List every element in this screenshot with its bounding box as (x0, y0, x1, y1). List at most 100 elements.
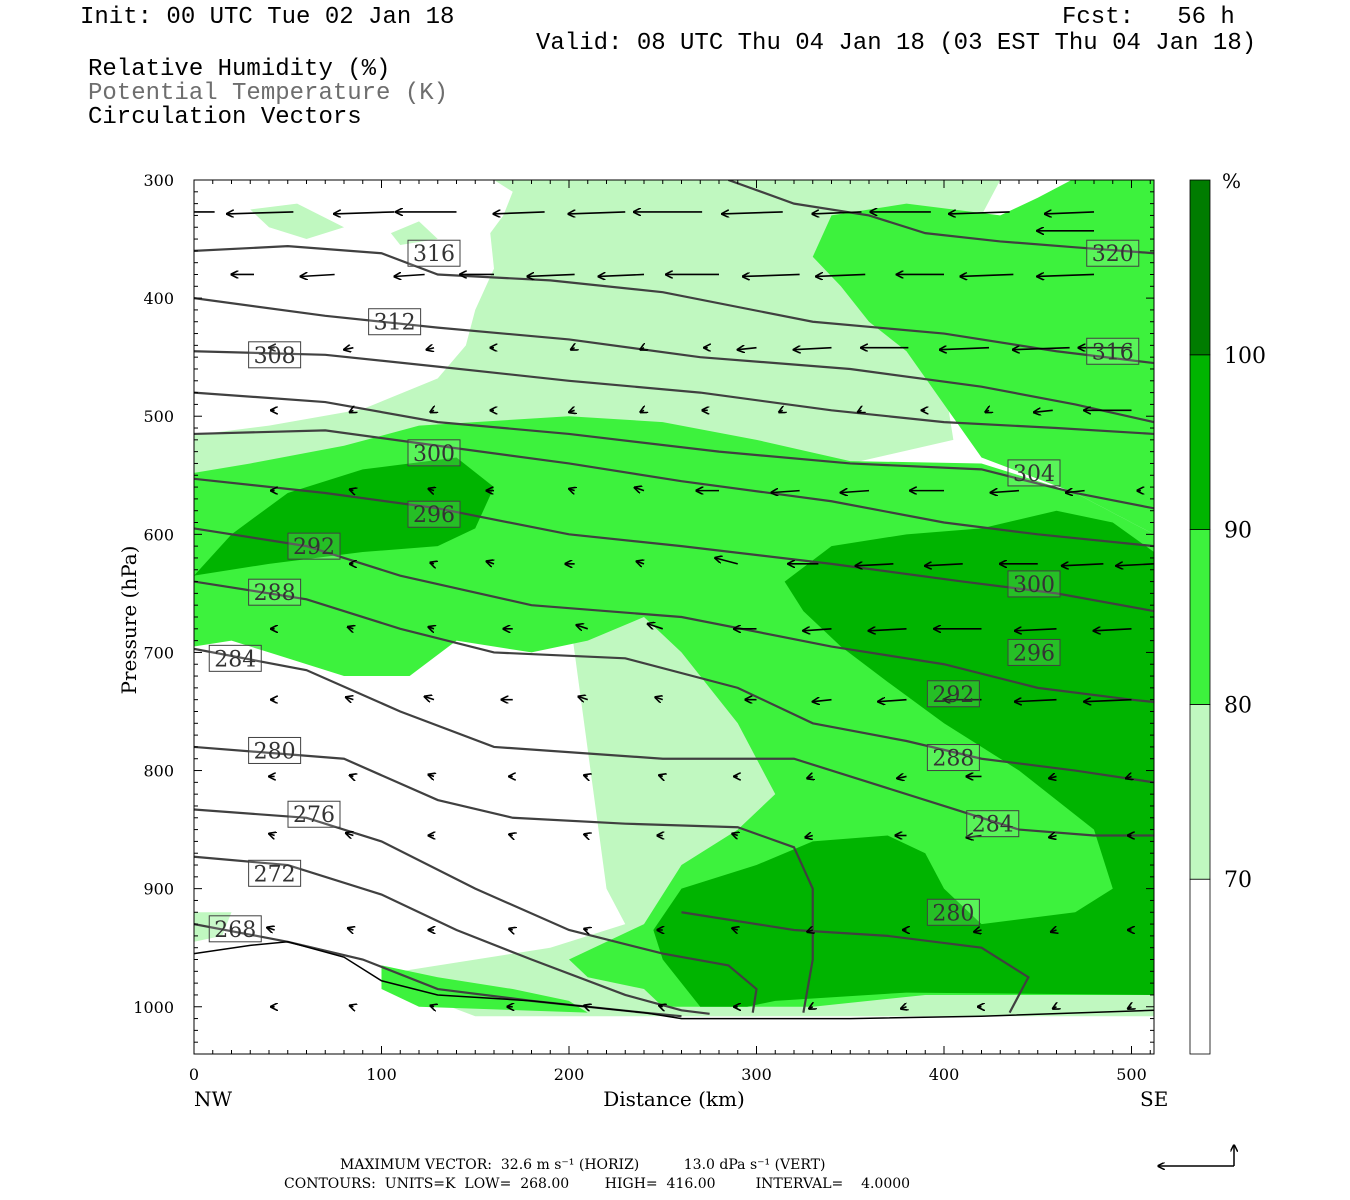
vector-arrow (350, 489, 354, 490)
contour-label-box (287, 800, 341, 828)
theta-contour-304 (194, 391, 1154, 510)
contour-label-box (208, 915, 262, 943)
vector-arrow (425, 697, 435, 700)
vector-arrow (1094, 629, 1132, 631)
y-tick-label: 900 (143, 880, 174, 899)
vector-arrow (807, 930, 813, 932)
max-vector-note: MAXIMUM VECTOR: 32.6 m s⁻¹ (HORIZ) 13.0 … (340, 1157, 826, 1173)
rh-region-80-90-7 (812, 180, 1154, 535)
vector-arrow (430, 1005, 434, 1006)
contour-label-box (926, 898, 980, 926)
se-label: SE (1140, 1087, 1168, 1111)
contour-label-280: 280 (932, 901, 974, 926)
contour-label-box (248, 736, 302, 764)
vector-arrow (771, 491, 800, 493)
reference-vector-icon (1158, 1145, 1234, 1166)
contour-label-304: 304 (1013, 462, 1055, 487)
contour-label-box (1007, 638, 1061, 666)
vector-arrow (584, 834, 588, 835)
contour-label-box (248, 859, 302, 887)
vector-arrow (568, 212, 626, 214)
field-theta-label: Potential Temperature (K) (88, 80, 449, 107)
vector-arrow (1053, 1007, 1057, 1009)
vector-arrow (960, 274, 1014, 276)
vector-arrow (640, 348, 644, 350)
contour-label-box (287, 532, 341, 560)
contour-label-316: 316 (1092, 340, 1134, 365)
vector-arrow (841, 491, 870, 493)
contour-label-320: 320 (1092, 242, 1134, 267)
vector-arrow (576, 625, 589, 629)
vector-arrow (635, 487, 645, 490)
vector-arrow (430, 410, 434, 412)
vector-arrow (722, 212, 783, 214)
vector-arrow (1128, 1007, 1132, 1009)
vector-arrow (858, 410, 862, 412)
y-tick-label: 600 (143, 525, 174, 544)
vector-arrow (426, 348, 434, 350)
theta-contour-272 (194, 855, 710, 1015)
vector-arrow (428, 627, 434, 629)
contour-label-296: 296 (413, 503, 455, 528)
vector-arrow (949, 212, 1010, 214)
vector-arrow (348, 627, 354, 629)
vector-arrow (813, 700, 832, 702)
y-tick-label: 800 (143, 762, 174, 781)
contour-label-276: 276 (293, 803, 335, 828)
vector-arrow (346, 833, 354, 836)
rh-region-90-100-9 (194, 457, 494, 576)
contour-label-box (248, 341, 302, 369)
contour-label-280: 280 (254, 739, 296, 764)
vector-arrow (584, 775, 588, 776)
theta-contour-276 (194, 808, 758, 1013)
vector-arrow (812, 212, 862, 214)
contour-label-272: 272 (254, 862, 296, 887)
contour-label-300: 300 (1013, 573, 1055, 598)
colorbar-segment (1189, 179, 1211, 356)
vector-arrow (430, 563, 434, 564)
vector-arrow (805, 836, 813, 838)
vector-arrow (584, 929, 588, 930)
colorbar-segment (1189, 704, 1211, 880)
vector-arrow (334, 212, 395, 214)
field-vectors-label: Circulation Vectors (88, 104, 362, 131)
theta-contour-316 (194, 245, 1154, 365)
field-rh-label: Relative Humidity (%) (88, 56, 391, 83)
theta-contour-312 (194, 297, 1154, 424)
contour-label-312: 312 (374, 311, 416, 336)
colorbar-level-70: 70 (1224, 868, 1252, 893)
x-axis-label: Distance (km) (603, 1087, 745, 1111)
vector-arrow (807, 776, 813, 778)
vector-arrow (1049, 836, 1057, 838)
contour-label-308: 308 (254, 344, 296, 369)
contour-label-box (1086, 337, 1140, 365)
colorbar-level-100: 100 (1224, 344, 1266, 369)
vector-arrow (855, 564, 894, 566)
contour-label-box (1007, 459, 1061, 487)
vector-arrow (269, 834, 275, 836)
vector-arrow (486, 561, 494, 564)
contour-label-292: 292 (293, 535, 335, 560)
vector-arrow (350, 1005, 354, 1006)
contour-label-box (966, 810, 1020, 838)
vector-arrow (348, 928, 354, 930)
vector-arrow (779, 410, 783, 412)
vector-arrow (743, 274, 800, 276)
vector-arrow (985, 410, 989, 412)
vector-arrow (659, 1005, 663, 1006)
vector-arrow (897, 776, 907, 778)
contour-label-box (407, 439, 461, 467)
contour-label-box (368, 308, 422, 336)
theta-contour-300 (194, 429, 1154, 548)
vector-arrow (428, 489, 434, 491)
vector-arrow (584, 1005, 588, 1006)
vector-arrow (1013, 348, 1070, 350)
vector-arrow (655, 697, 663, 700)
x-tick-label: 0 (189, 1065, 199, 1084)
vector-arrow (1066, 491, 1085, 493)
colorbar: 70 80 90 100% (1189, 169, 1266, 1055)
contour-label-box (248, 578, 302, 606)
vector-arrow (925, 564, 963, 566)
x-tick-label: 200 (554, 1065, 585, 1084)
vector-arrow (648, 624, 664, 629)
